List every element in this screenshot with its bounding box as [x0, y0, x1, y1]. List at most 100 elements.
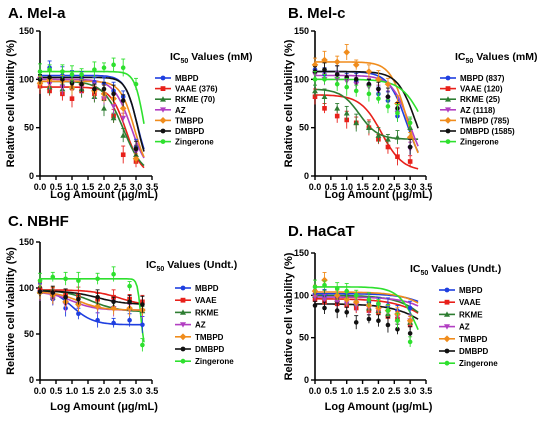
data-point	[140, 342, 145, 348]
legend-item: VAAE (120)	[440, 85, 503, 94]
legend-marker	[444, 287, 450, 293]
data-point	[321, 276, 328, 284]
legend-item: DMBPD (1585)	[440, 127, 515, 136]
legend-label: AZ	[195, 321, 206, 330]
legend-label: RKME	[195, 308, 219, 317]
fit-curve-zingerone	[40, 278, 145, 343]
data-point	[76, 311, 81, 317]
data-point	[385, 104, 391, 109]
data-point	[352, 298, 360, 306]
data-point	[366, 124, 372, 130]
data-point	[407, 159, 413, 164]
series-tmbpd	[311, 44, 414, 143]
data-point	[120, 152, 126, 158]
legend-label: MBPD	[459, 286, 483, 295]
data-point	[69, 72, 75, 77]
legend: IC50 Values (Undt.) MBPD VAAE RKME AZ TMBPD DM…	[146, 259, 237, 366]
legend-title: IC50 Values (mM)	[170, 51, 252, 65]
data-point	[132, 155, 140, 162]
legend-marker	[160, 128, 166, 134]
x-tick-label: 2.5	[388, 386, 401, 396]
data-point	[343, 48, 351, 56]
legend-title-rest: Values (mM)	[188, 51, 252, 63]
data-point	[60, 69, 65, 74]
legend-marker	[445, 86, 451, 91]
data-point	[366, 316, 372, 322]
legend-label: DMBPD	[195, 345, 225, 354]
data-point	[95, 317, 100, 323]
x-tick-label: 3.0	[130, 386, 143, 396]
data-point	[69, 96, 75, 101]
legend-label: Zingerone	[459, 359, 498, 368]
data-point	[406, 317, 414, 325]
y-tick-label: 100	[19, 283, 34, 293]
data-point	[343, 296, 351, 303]
legend-title-sub: 50	[157, 266, 165, 273]
data-point	[353, 119, 360, 126]
fit-curve-vaae	[40, 289, 145, 305]
data-point	[79, 81, 84, 87]
legend-label: MBPD	[175, 74, 199, 83]
legend-title-rest: Values (Undt.)	[428, 263, 501, 275]
x-tick-label: 0.0	[34, 386, 47, 396]
legend-marker	[159, 117, 167, 124]
data-point	[375, 132, 382, 138]
legend-label: AZ	[175, 106, 186, 115]
x-tick-label: 3.0	[404, 182, 417, 192]
x-tick-label: 2.5	[114, 182, 127, 192]
data-point	[334, 286, 340, 291]
data-point	[110, 304, 117, 312]
legend-marker	[445, 75, 451, 81]
legend-item: Zingerone	[439, 359, 498, 368]
data-point	[133, 81, 139, 87]
fit-curve-zingerone	[315, 78, 419, 112]
data-point	[385, 136, 391, 142]
legend-label: Zingerone	[460, 138, 499, 147]
y-tick-label: 0	[304, 171, 309, 181]
legend-label: DMBPD (1585)	[460, 127, 515, 136]
data-point	[120, 115, 127, 121]
data-point	[352, 61, 360, 69]
x-axis-label: Log Amount (μg/mL)	[50, 189, 158, 201]
data-point	[76, 296, 81, 302]
legend-label: RKME	[459, 310, 483, 319]
fit-curve-rkme	[314, 88, 419, 140]
legend-label: Zingerone	[175, 138, 214, 147]
series-zingerone	[37, 57, 139, 90]
data-point	[366, 81, 372, 87]
data-point	[333, 58, 341, 66]
fit-curve-dmbpd	[40, 290, 145, 305]
panel-title: B. Mel-c	[288, 5, 346, 22]
data-point	[312, 77, 318, 82]
x-axis-label: Log Amount (μg/mL)	[325, 189, 433, 201]
legend-marker	[444, 117, 452, 124]
legend-title-ic: IC	[146, 259, 157, 271]
data-point	[101, 65, 107, 71]
data-point	[110, 115, 117, 121]
y-tick-label: 0	[29, 171, 34, 181]
legend-marker	[444, 299, 450, 305]
data-point	[111, 62, 116, 68]
data-point	[395, 318, 400, 324]
legend-label: VAAE	[459, 298, 481, 307]
legend-marker	[445, 139, 451, 145]
data-point	[94, 303, 101, 310]
x-tick-label: 3.5	[420, 182, 433, 192]
fit-curve-vaae	[314, 94, 419, 170]
y-tick-label: 50	[24, 123, 34, 133]
data-point	[111, 299, 116, 305]
data-point	[111, 320, 116, 326]
data-point	[322, 77, 327, 82]
data-point	[119, 105, 127, 112]
data-point	[322, 305, 327, 311]
legend-item: Zingerone	[155, 138, 214, 147]
data-point	[140, 302, 145, 307]
y-tick-label: 150	[294, 26, 309, 36]
x-tick-label: 3.5	[420, 386, 433, 396]
x-tick-label: 0.0	[309, 386, 322, 396]
fit-curve-rkme	[315, 294, 419, 313]
data-point	[376, 301, 381, 307]
data-point	[334, 105, 341, 111]
x-tick-label: 1.0	[340, 386, 353, 396]
x-tick-label: 3.0	[404, 386, 417, 396]
